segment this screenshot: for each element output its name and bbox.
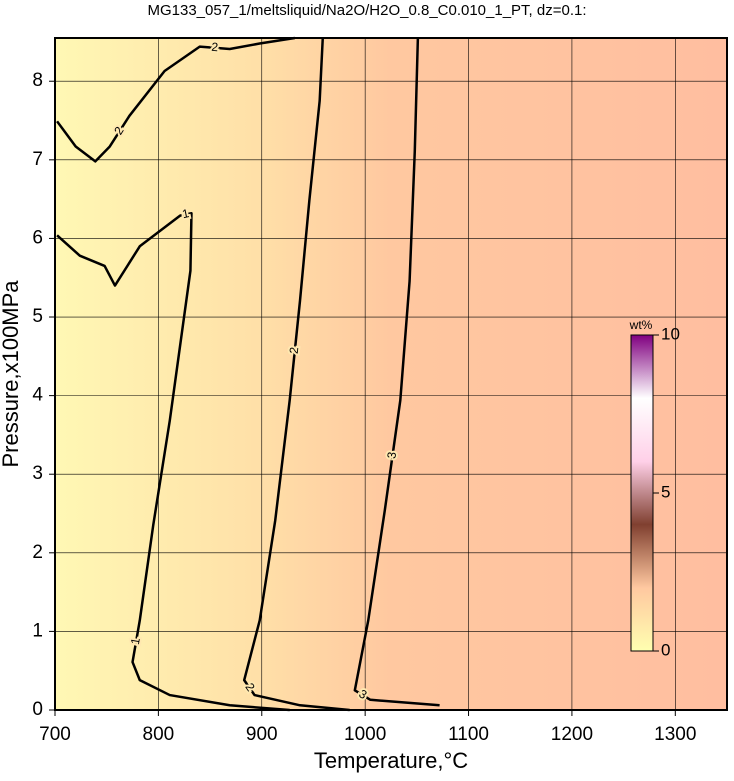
contour-line (56, 36, 296, 163)
y-tick-label: 1 (32, 620, 43, 641)
plot-frame (54, 37, 728, 711)
colorbar-label: wt% (629, 318, 653, 332)
colorbar-tick-label: 5 (661, 482, 670, 501)
x-tick-label: 1200 (551, 724, 593, 745)
plot-background (55, 38, 727, 710)
x-tick-label: 700 (39, 724, 71, 745)
y-tick-label: 4 (32, 385, 43, 406)
x-tick-label: 1300 (654, 724, 696, 745)
y-tick-label: 7 (32, 149, 43, 170)
contour-line (56, 212, 290, 712)
colorbar-tick-label: 0 (661, 640, 670, 659)
y-tick-label: 2 (32, 542, 43, 563)
y-tick-label: 6 (32, 227, 43, 248)
contour-line (353, 37, 440, 707)
colorbar-tick-label: 10 (661, 324, 680, 343)
contour-line (242, 37, 350, 712)
x-tick-label: 1000 (344, 724, 386, 745)
y-axis-label: Pressure,x100MPa (0, 280, 23, 468)
x-axis-label: Temperature,°C (314, 748, 468, 773)
y-tick-label: 0 (32, 699, 43, 720)
chart-title: MG133_057_1/meltsliquid/Na2O/H2O_0.8_C0.… (147, 2, 586, 19)
x-tick-label: 900 (246, 724, 278, 745)
x-tick-label: 800 (143, 724, 175, 745)
colorbar (630, 334, 654, 652)
x-tick-label: 1100 (448, 724, 489, 745)
y-tick-label: 5 (32, 306, 43, 327)
y-tick-label: 3 (32, 463, 43, 484)
y-tick-label: 8 (32, 70, 43, 91)
